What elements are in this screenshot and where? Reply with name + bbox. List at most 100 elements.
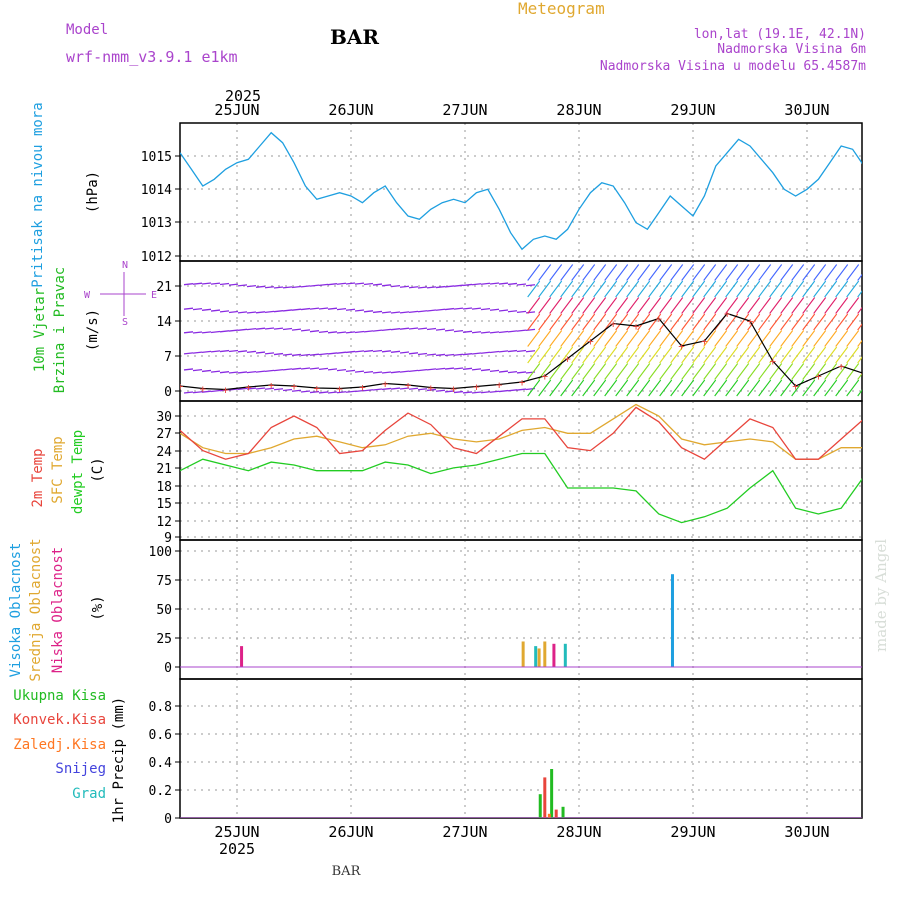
wind-arrow — [725, 297, 739, 314]
wind-arrow — [725, 264, 739, 281]
wind-arrow — [538, 313, 552, 331]
wind-arrow — [571, 264, 585, 281]
wind-arrow — [255, 285, 266, 288]
wind-arrow — [201, 390, 212, 393]
mid-bar — [537, 648, 541, 667]
wind-arrow — [399, 351, 410, 354]
wind-arrow — [462, 283, 473, 287]
wind-arrow — [846, 363, 860, 380]
gust-marker: + — [496, 379, 503, 392]
mid-bar — [521, 641, 525, 667]
day-label-bottom: 28JUN — [556, 823, 601, 841]
wind-arrow — [648, 264, 662, 281]
pressure-ytick-label: 1012 — [141, 250, 172, 265]
wind-arrow — [813, 297, 827, 314]
wind-arrow — [399, 370, 410, 373]
gust-marker: + — [838, 360, 845, 373]
wind-arrow — [345, 282, 356, 285]
compass-e-label: E — [151, 290, 157, 301]
wind-arrow — [538, 297, 552, 314]
wind-arrow — [264, 327, 275, 330]
wind-arrow — [273, 286, 284, 289]
wind-arrow — [802, 379, 816, 397]
conv-precip-label: Konvek.Kisa — [13, 712, 106, 728]
gust-marker: + — [245, 381, 252, 394]
footer-station: BAR — [332, 864, 362, 879]
wind-arrow — [381, 328, 392, 331]
wind-title-2: Brzina i Pravac — [52, 267, 68, 393]
watermark: made by Angel — [872, 539, 890, 652]
gust-marker: + — [268, 379, 275, 392]
precip-ytick-label: 0.2 — [149, 784, 172, 799]
wind-arrow — [560, 264, 574, 281]
wind-arrow — [444, 390, 455, 393]
wind-arrow — [390, 311, 401, 314]
wind-arrow — [183, 331, 194, 334]
wind-arrow — [408, 369, 419, 373]
wind-arrow — [255, 351, 266, 354]
wind-arrow — [237, 328, 248, 331]
wind-arrow — [824, 297, 838, 314]
wind-arrow — [453, 307, 464, 310]
wind-arrow — [192, 369, 203, 372]
wind-arrow — [637, 264, 651, 281]
wind-arrow — [648, 280, 662, 298]
wind-arrow — [703, 297, 717, 314]
station-title: BAR — [330, 25, 379, 49]
wind-arrow — [327, 368, 338, 371]
wind-arrow — [527, 346, 541, 364]
wind-arrow — [747, 297, 761, 314]
wind-arrow — [626, 346, 640, 364]
wind-arrow — [571, 363, 585, 380]
wind-arrow — [802, 313, 816, 331]
wind-arrow — [444, 353, 455, 357]
wind-arrow — [471, 352, 482, 355]
wind-arrow — [813, 280, 827, 298]
wind-arrow — [615, 280, 629, 298]
wind-arrow — [345, 331, 356, 334]
wind-arrow — [824, 363, 838, 380]
wind-arrow — [318, 307, 329, 310]
wind-arrow — [747, 346, 761, 364]
gust-marker: + — [473, 381, 480, 394]
wind-arrow — [758, 313, 772, 331]
wind-arrow — [183, 283, 194, 286]
wind-arrow — [210, 350, 221, 353]
wind-arrow — [309, 307, 320, 310]
wind-arrow — [237, 311, 248, 314]
wind-arrow — [228, 388, 239, 391]
year-top: 2025 — [225, 87, 261, 105]
wind-arrow — [857, 389, 862, 397]
wind-arrow — [372, 310, 383, 314]
wind-arrow — [525, 350, 536, 353]
wind-arrow — [264, 310, 275, 314]
wind-arrow — [426, 353, 437, 356]
wind-arrow — [538, 280, 552, 298]
wind-arrow — [571, 346, 585, 364]
temperature-lines — [180, 403, 862, 524]
wind-arrow — [538, 264, 552, 281]
wind-arrow — [246, 387, 257, 390]
day-label-top: 25JUN — [214, 101, 259, 119]
wind-arrow — [435, 328, 446, 331]
wind-arrow — [857, 290, 862, 298]
wind-arrow — [857, 306, 862, 314]
wind-arrow — [183, 368, 194, 371]
wind-arrow — [659, 330, 673, 347]
wind-arrow — [769, 379, 783, 397]
wind-arrow — [736, 346, 750, 364]
wind-arrow — [399, 327, 410, 330]
wind-arrow — [824, 313, 838, 331]
wind-arrow — [857, 273, 862, 281]
wind-arrow — [846, 379, 860, 397]
wind-arrow — [758, 280, 772, 298]
day-label-bottom: 26JUN — [328, 823, 373, 841]
wind-arrow — [336, 351, 347, 354]
pressure-ytick-label: 1014 — [141, 183, 172, 198]
wind-arrow — [681, 297, 695, 314]
wind-arrow — [527, 313, 541, 331]
wind-arrow — [560, 363, 574, 380]
wind-arrow — [390, 284, 401, 288]
wind-arrow — [593, 297, 607, 314]
wind-arrow — [363, 371, 374, 374]
